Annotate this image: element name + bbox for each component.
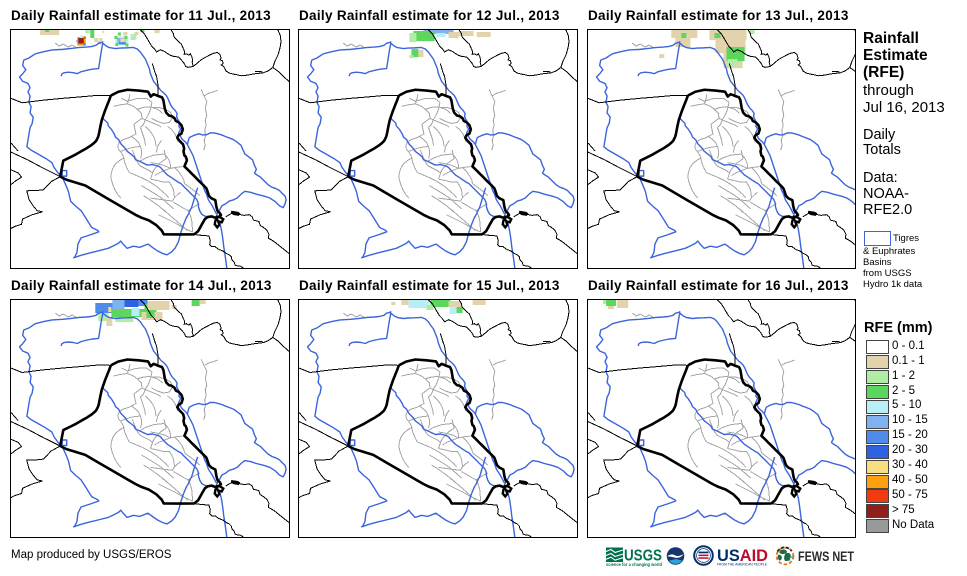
svg-text:USAID: USAID <box>717 547 768 565</box>
svg-text:USGS: USGS <box>624 548 662 565</box>
svg-text:science for a changing world: science for a changing world <box>606 562 662 567</box>
svg-text:FROM THE AMERICAN PEOPLE: FROM THE AMERICAN PEOPLE <box>717 562 767 567</box>
svg-text:FEWS NET: FEWS NET <box>798 548 854 564</box>
